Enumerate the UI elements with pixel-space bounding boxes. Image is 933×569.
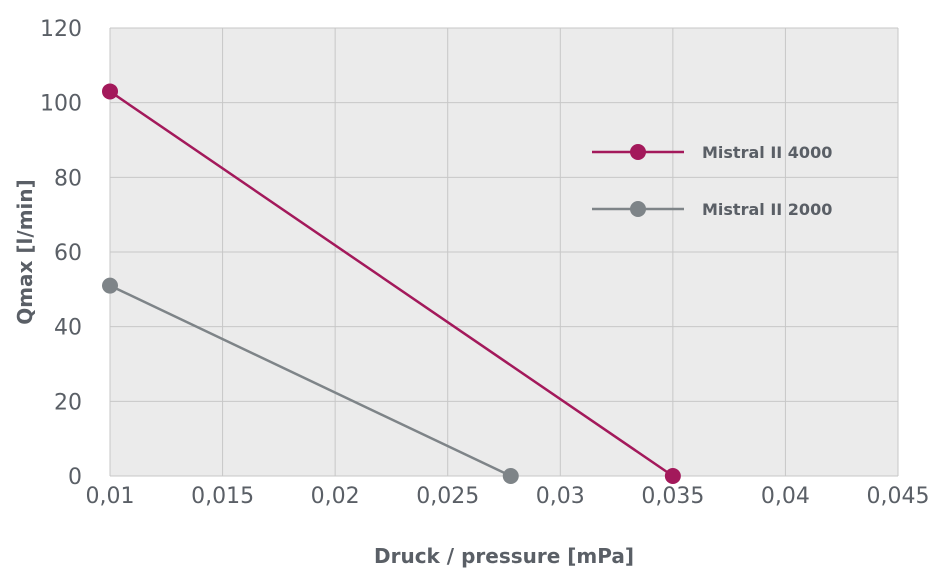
legend: Mistral II 4000 Mistral II 2000 bbox=[592, 143, 832, 219]
y-tick-label: 100 bbox=[40, 92, 82, 117]
x-tick-label: 0,035 bbox=[641, 484, 704, 509]
x-tick-label: 0,015 bbox=[191, 484, 254, 509]
y-axis-ticks: 0 20 40 60 80 100 120 bbox=[40, 17, 82, 490]
data-point bbox=[102, 277, 118, 294]
y-tick-label: 0 bbox=[68, 465, 82, 490]
y-tick-label: 20 bbox=[54, 390, 82, 415]
data-point bbox=[102, 83, 118, 100]
x-tick-label: 0,025 bbox=[416, 484, 479, 509]
y-tick-label: 60 bbox=[54, 241, 82, 266]
series-line-1 bbox=[109, 90, 674, 478]
y-tick-label: 120 bbox=[40, 17, 82, 42]
y-axis-title: Qmax [l/min] bbox=[13, 179, 37, 325]
x-tick-label: 0,03 bbox=[536, 484, 585, 509]
x-axis-title: Druck / pressure [mPa] bbox=[374, 544, 634, 568]
y-tick-label: 40 bbox=[54, 316, 82, 341]
data-point bbox=[502, 468, 519, 484]
legend-label: Mistral II 4000 bbox=[702, 143, 832, 162]
x-tick-label: 0,02 bbox=[311, 484, 360, 509]
x-tick-label: 0,045 bbox=[867, 484, 930, 509]
y-tick-label: 80 bbox=[54, 166, 82, 191]
data-point bbox=[664, 468, 681, 484]
legend-marker bbox=[630, 201, 646, 217]
x-tick-label: 0,04 bbox=[761, 484, 810, 509]
grid bbox=[109, 27, 899, 477]
series-group bbox=[102, 83, 681, 484]
legend-marker bbox=[630, 144, 646, 160]
x-axis-ticks: 0,01 0,015 0,02 0,025 0,03 0,035 0,04 0,045 bbox=[86, 484, 930, 509]
series-line-2 bbox=[109, 284, 512, 478]
legend-label: Mistral II 2000 bbox=[702, 200, 832, 219]
x-tick-label: 0,01 bbox=[86, 484, 135, 509]
